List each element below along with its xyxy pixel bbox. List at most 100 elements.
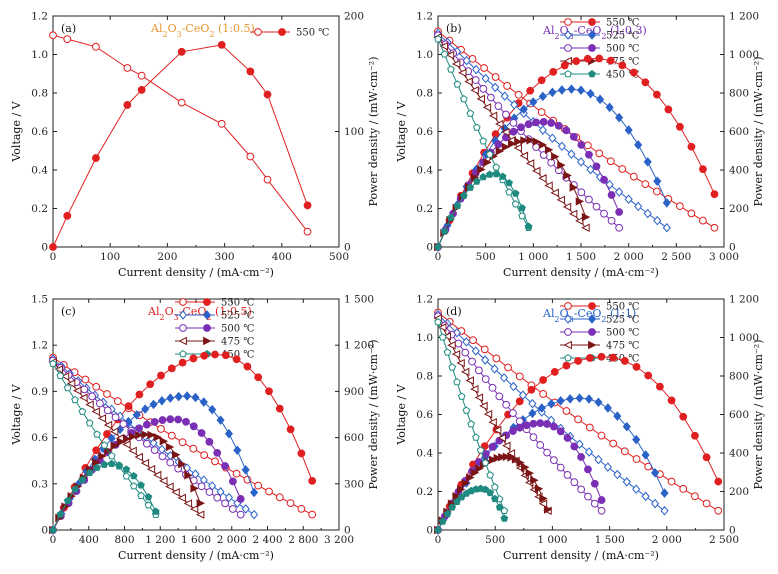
power-point — [217, 40, 226, 49]
voltage-point — [497, 433, 506, 443]
voltage-point — [447, 341, 456, 350]
voltage-point — [103, 390, 111, 398]
x-tick-label: 400 — [272, 251, 292, 263]
power-point — [606, 56, 615, 65]
voltage-point — [600, 209, 608, 218]
power-point — [539, 117, 548, 126]
power-point — [595, 54, 604, 63]
voltage-point — [691, 492, 699, 501]
voltage-point — [702, 499, 711, 508]
power-point — [115, 461, 123, 469]
voltage-point — [128, 446, 137, 456]
power-point — [123, 101, 132, 109]
voltage-point — [134, 452, 143, 462]
x-tick-label: 2 800 — [288, 534, 318, 546]
voltage-point — [178, 438, 187, 447]
power-point — [250, 487, 259, 498]
power-point — [466, 183, 475, 191]
voltage-point — [146, 464, 156, 474]
voltage-point — [494, 102, 503, 110]
voltage-point — [473, 123, 481, 131]
power-point — [124, 402, 133, 411]
voltage-point — [643, 208, 652, 219]
power-point — [538, 91, 547, 102]
power-line — [52, 434, 201, 531]
power-point — [572, 57, 581, 66]
y-tick-label: 1.2 — [416, 11, 433, 23]
voltage-point — [263, 175, 272, 184]
voltage-point — [585, 195, 593, 204]
power-point — [585, 354, 594, 362]
voltage-point — [660, 505, 669, 516]
voltage-point — [232, 469, 241, 478]
voltage-point — [486, 93, 495, 102]
power-point — [530, 476, 539, 485]
y2-tick-label: 0 — [729, 242, 736, 254]
voltage-point — [466, 109, 475, 117]
voltage-point — [303, 227, 312, 236]
power-point — [629, 68, 638, 77]
chart-panel-b: 0 500 1 000 1 500 2 000 2 500 3 00000.20.40.60… — [395, 11, 765, 280]
power-point — [135, 430, 144, 440]
power-point — [158, 416, 167, 424]
voltage-point — [613, 469, 622, 480]
power-point — [597, 352, 606, 361]
power-point — [566, 394, 575, 404]
power-point — [544, 145, 554, 155]
chart-panel-d: 0 500 1 000 1 500 2 000 2 50000.20.40.60.81.0… — [395, 294, 765, 563]
power-point — [528, 408, 537, 419]
voltage-point — [509, 409, 517, 417]
voltage-point — [563, 471, 572, 479]
voltage-point — [472, 64, 481, 75]
power-point — [710, 190, 719, 199]
voltage-point — [480, 345, 489, 354]
voltage-point — [183, 499, 193, 508]
y-tick-label: 0.2 — [416, 203, 433, 215]
power-point — [49, 243, 57, 251]
power-point — [548, 87, 557, 98]
power-point — [93, 463, 101, 471]
voltage-point — [491, 73, 500, 81]
y2-tick-label: 0 — [729, 525, 736, 537]
voltage-point — [119, 420, 128, 428]
power-point — [153, 433, 162, 442]
voltage-point — [511, 200, 520, 208]
voltage-point — [528, 398, 537, 409]
power-point — [171, 450, 181, 459]
power-point — [529, 419, 538, 428]
power-point — [246, 67, 255, 76]
voltage-point — [189, 444, 198, 453]
voltage-point — [152, 470, 162, 480]
voltage-point — [189, 504, 199, 514]
legend-marker-open — [179, 324, 187, 332]
voltage-point — [122, 440, 131, 449]
voltage-point — [103, 420, 113, 430]
y2-tick-label: 1 500 — [344, 294, 374, 306]
voltage-point — [200, 451, 209, 460]
power-point — [560, 61, 569, 70]
power-point — [174, 415, 183, 424]
voltage-point — [514, 90, 523, 99]
series-0 — [49, 31, 312, 251]
voltage-point — [500, 91, 509, 101]
power-point — [481, 485, 490, 493]
power-point — [178, 358, 187, 367]
power-point — [501, 142, 511, 152]
legend-marker-filled — [203, 324, 211, 332]
power-point — [434, 525, 442, 534]
power-point — [149, 399, 158, 410]
x-axis-label: Current density / (mA·cm⁻²) — [118, 549, 274, 562]
voltage-point — [107, 451, 116, 460]
power-point — [205, 437, 214, 446]
voltage-point — [586, 164, 595, 175]
power-point — [527, 385, 536, 394]
voltage-point — [538, 125, 547, 135]
x-tick-label: 500 — [476, 251, 496, 263]
voltage-point — [509, 118, 518, 127]
voltage-point — [550, 188, 559, 197]
voltage-point — [467, 420, 475, 428]
legend-marker-filled — [588, 18, 596, 26]
power-point — [128, 432, 138, 441]
power-point — [107, 459, 116, 467]
power-point — [594, 397, 603, 408]
